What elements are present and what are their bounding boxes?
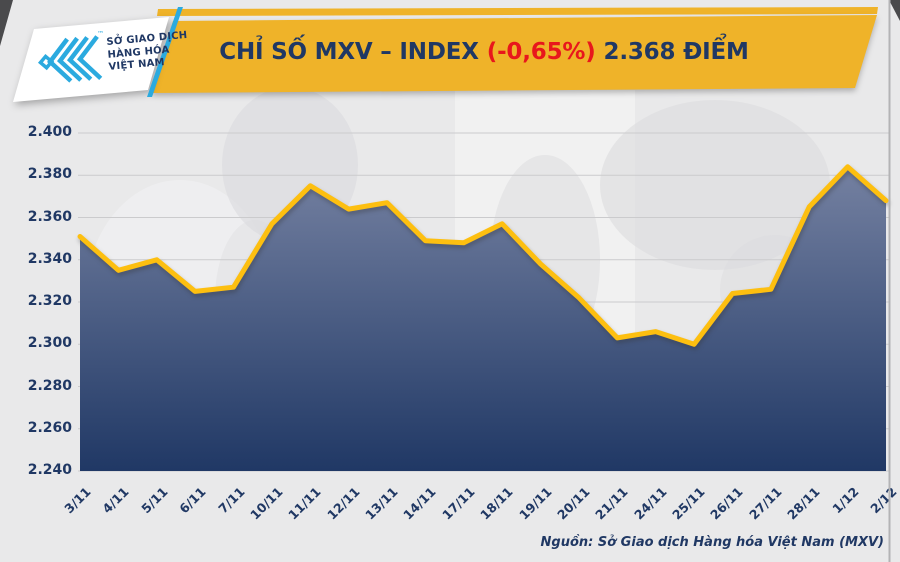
right-edge-line [888,0,891,562]
trademark-symbol: ™ [97,30,104,38]
y-tick-label: 2.400 [27,124,72,140]
y-tick-label: 2.240 [27,462,72,478]
y-tick-label: 2.340 [27,250,72,267]
title-points: 2.368 ĐIỂM [603,39,749,65]
chart-title: CHỈ SỐ MXV – INDEX (-0,65%) 2.368 ĐIỂM [154,24,814,80]
y-tick-label: 2.320 [27,293,72,309]
title-banner [152,15,877,93]
plot-area [77,132,889,472]
mxv-chevrons-icon [37,35,103,83]
logo-card [13,17,169,102]
cyan-slash [147,7,183,97]
y-tick-label: 2.260 [27,419,72,436]
source-note: Nguồn: Sở Giao dịch Hàng hóa Việt Nam (M… [540,535,884,550]
y-tick-label: 2.280 [27,377,72,394]
title-main: CHỈ SỐ MXV – INDEX [219,39,479,65]
banner-top-stripe [157,7,878,16]
y-tick-label: 2.380 [27,166,72,183]
top-left-corner-wedge [0,0,13,46]
y-tick-label: 2.360 [27,208,72,225]
title-change-pct: (-0,65%) [486,39,596,65]
y-tick-label: 2.300 [27,335,72,352]
top-right-corner-wedge [889,0,900,21]
